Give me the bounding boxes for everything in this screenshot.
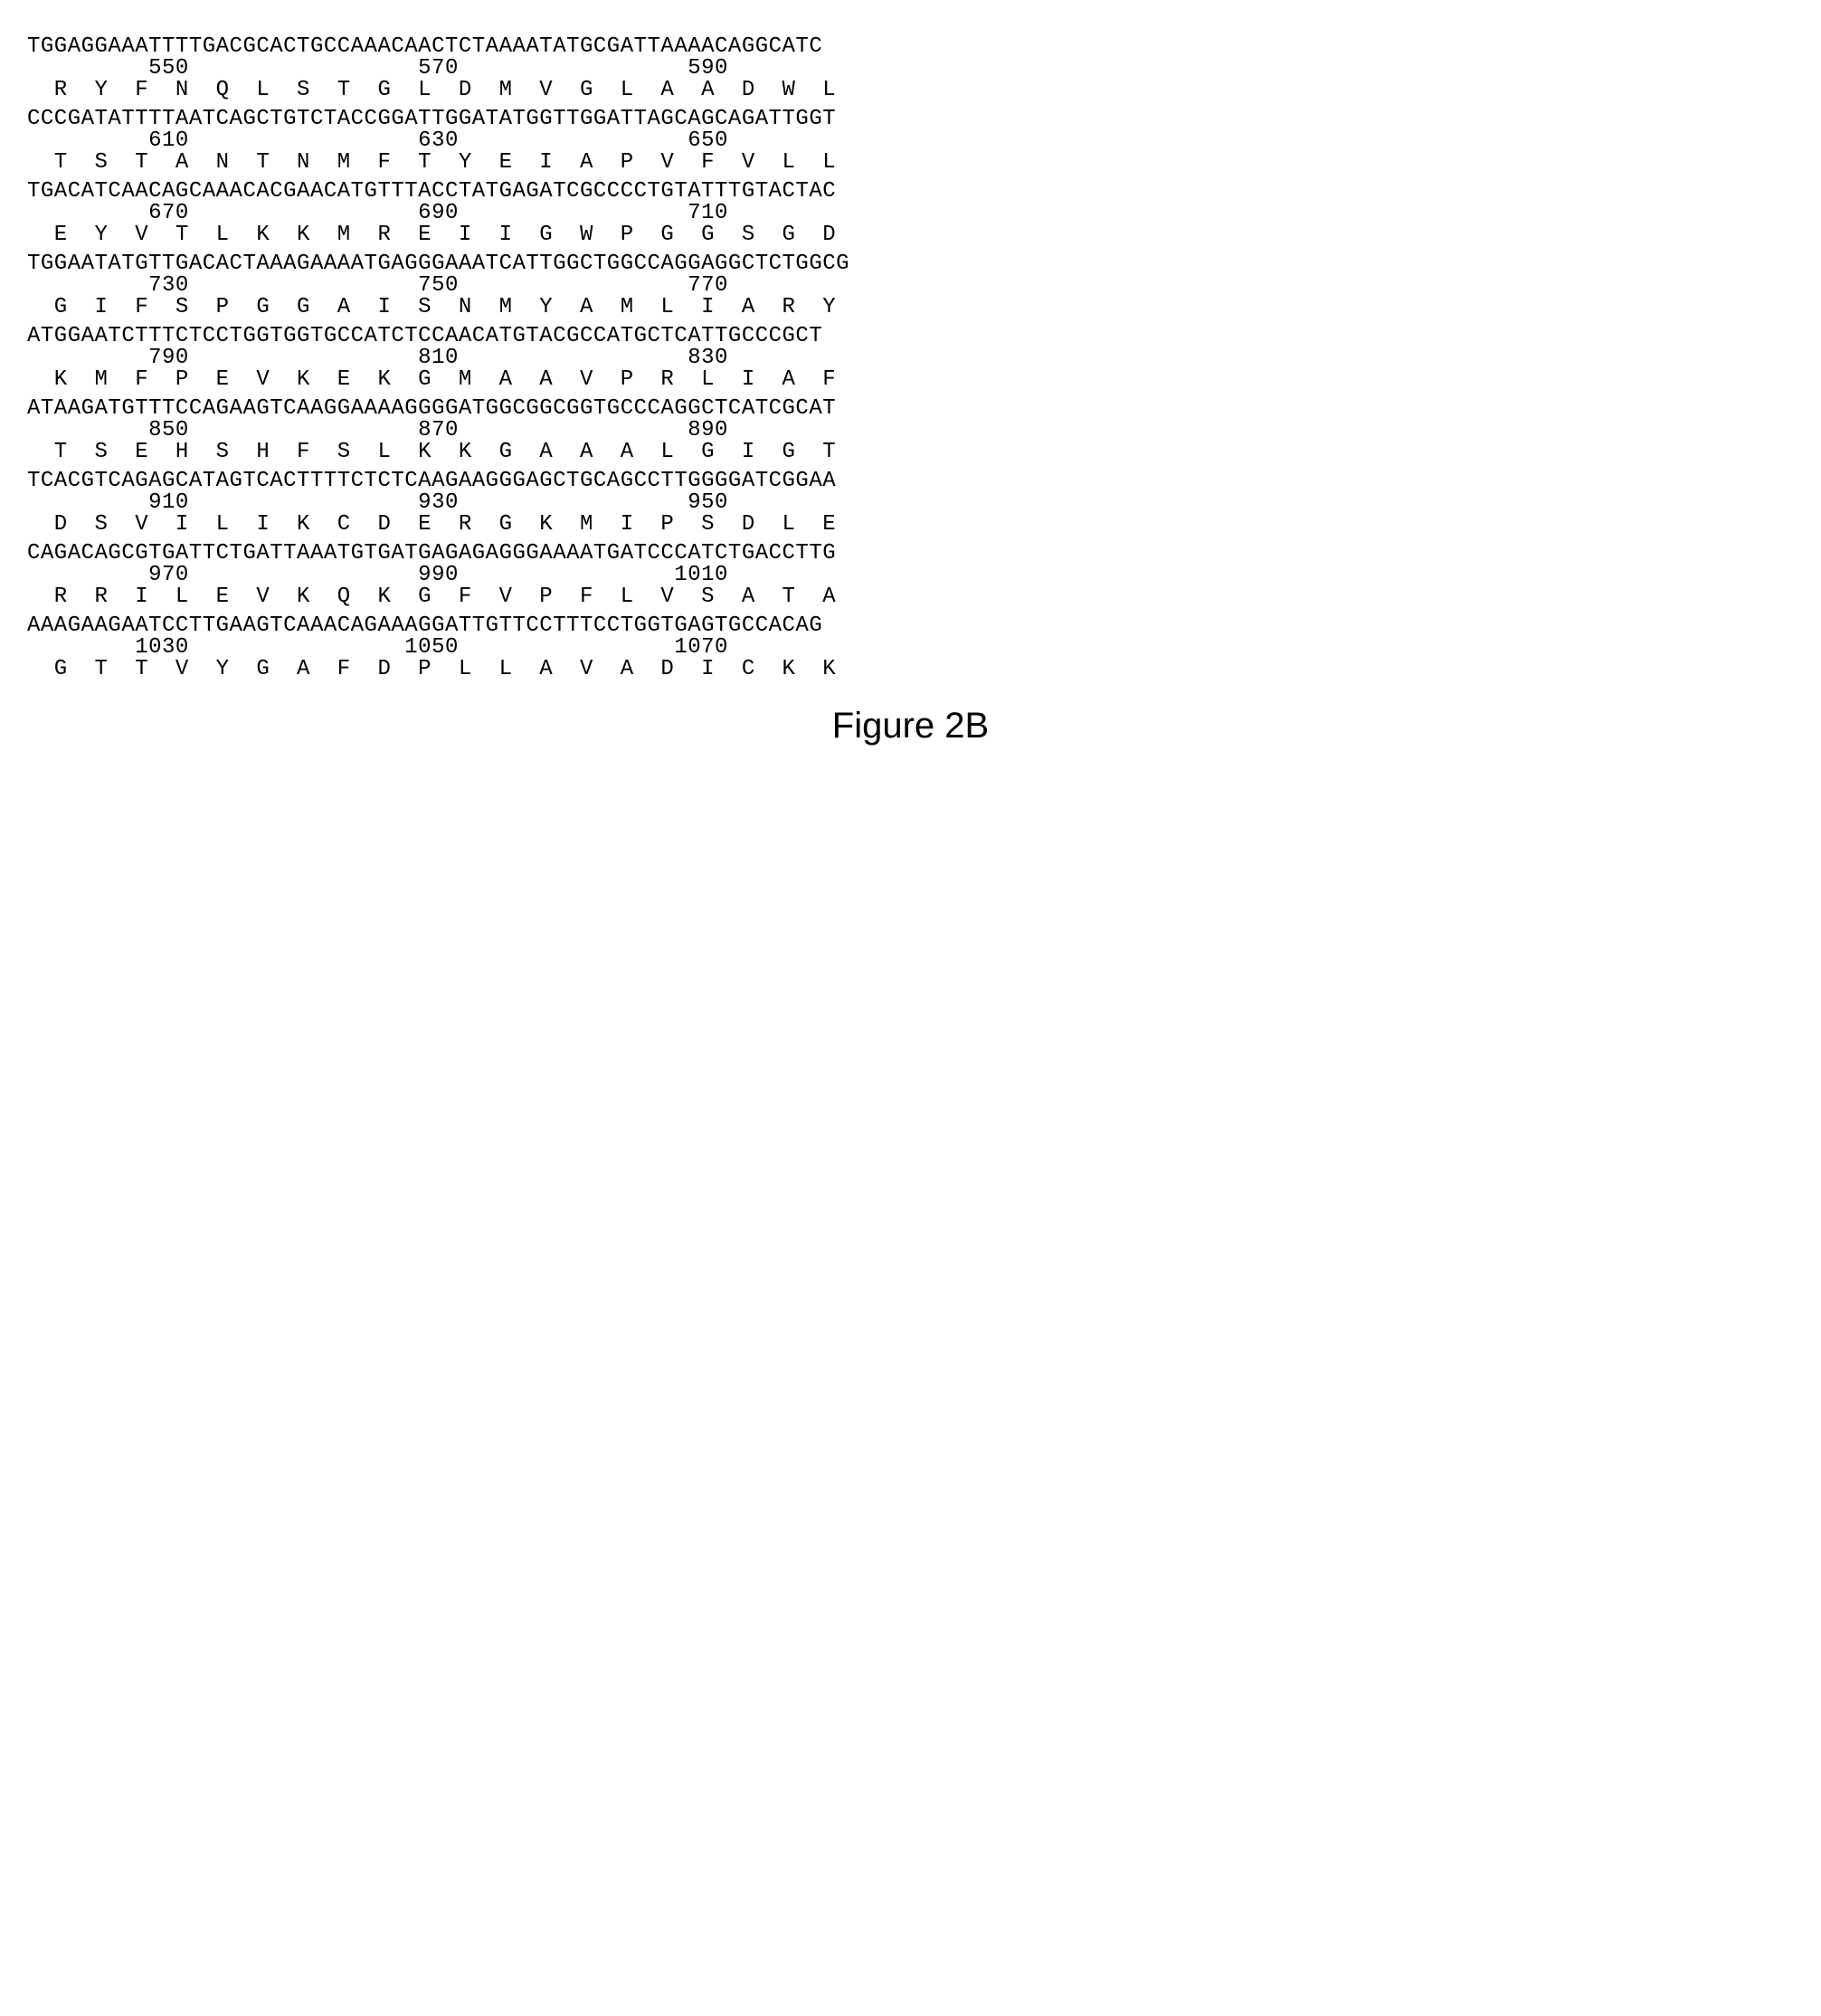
position-markers: 730 750 770: [27, 275, 1794, 297]
figure-caption: Figure 2B: [27, 708, 1794, 744]
amino-acid-sequence: G T T V Y G A F D P L L A V A D I C K K: [27, 659, 1794, 680]
dna-sequence: TGGAGGAAATTTTGACGCACTGCCAAACAACTCTAAAATA…: [27, 36, 1794, 58]
amino-acid-sequence: R R I L E V K Q K G F V P F L V S A T A: [27, 586, 1794, 608]
dna-sequence: CCCGATATTTTAATCAGCTGTCTACCGGATTGGATATGGT…: [27, 109, 1794, 130]
sequence-block: TGACATCAACAGCAAACACGAACATGTTTACCTATGAGAT…: [27, 181, 1794, 246]
dna-sequence: ATAAGATGTTTCCAGAAGTCAAGGAAAAGGGGATGGCGGC…: [27, 398, 1794, 420]
dna-sequence: AAAGAAGAATCCTTGAAGTCAAACAGAAAGGATTGTTCCT…: [27, 615, 1794, 637]
sequence-block: TCACGTCAGAGCATAGTCACTTTTCTCTCAAGAAGGGAGC…: [27, 471, 1794, 536]
sequence-block: CAGACAGCGTGATTCTGATTAAATGTGATGAGAGAGGGAA…: [27, 543, 1794, 608]
sequence-block: AAAGAAGAATCCTTGAAGTCAAACAGAAAGGATTGTTCCT…: [27, 615, 1794, 680]
amino-acid-sequence: E Y V T L K K M R E I I G W P G G S G D: [27, 224, 1794, 246]
dna-sequence: TGACATCAACAGCAAACACGAACATGTTTACCTATGAGAT…: [27, 181, 1794, 203]
position-markers: 670 690 710: [27, 203, 1794, 224]
sequence-block: TGGAGGAAATTTTGACGCACTGCCAAACAACTCTAAAATA…: [27, 36, 1794, 101]
sequence-block: ATGGAATCTTTCTCCTGGTGGTGCCATCTCCAACATGTAC…: [27, 326, 1794, 391]
sequence-block: TGGAATATGTTGACACTAAAGAAAATGAGGGAAATCATTG…: [27, 253, 1794, 319]
dna-sequence: TGGAATATGTTGACACTAAAGAAAATGAGGGAAATCATTG…: [27, 253, 1794, 275]
amino-acid-sequence: R Y F N Q L S T G L D M V G L A A D W L: [27, 80, 1794, 101]
amino-acid-sequence: T S E H S H F S L K K G A A A L G I G T: [27, 442, 1794, 463]
amino-acid-sequence: T S T A N T N M F T Y E I A P V F V L L: [27, 152, 1794, 174]
dna-sequence: ATGGAATCTTTCTCCTGGTGGTGCCATCTCCAACATGTAC…: [27, 326, 1794, 347]
sequence-block: CCCGATATTTTAATCAGCTGTCTACCGGATTGGATATGGT…: [27, 109, 1794, 174]
dna-sequence: CAGACAGCGTGATTCTGATTAAATGTGATGAGAGAGGGAA…: [27, 543, 1794, 565]
sequence-figure: TGGAGGAAATTTTGACGCACTGCCAAACAACTCTAAAATA…: [27, 36, 1794, 744]
dna-sequence: TCACGTCAGAGCATAGTCACTTTTCTCTCAAGAAGGGAGC…: [27, 471, 1794, 492]
amino-acid-sequence: K M F P E V K E K G M A A V P R L I A F: [27, 369, 1794, 391]
sequence-block: ATAAGATGTTTCCAGAAGTCAAGGAAAAGGGGATGGCGGC…: [27, 398, 1794, 463]
amino-acid-sequence: G I F S P G G A I S N M Y A M L I A R Y: [27, 297, 1794, 319]
position-markers: 910 930 950: [27, 492, 1794, 514]
position-markers: 850 870 890: [27, 420, 1794, 442]
position-markers: 610 630 650: [27, 130, 1794, 152]
amino-acid-sequence: D S V I L I K C D E R G K M I P S D L E: [27, 514, 1794, 536]
position-markers: 970 990 1010: [27, 565, 1794, 586]
position-markers: 790 810 830: [27, 347, 1794, 369]
position-markers: 1030 1050 1070: [27, 637, 1794, 659]
position-markers: 550 570 590: [27, 58, 1794, 80]
